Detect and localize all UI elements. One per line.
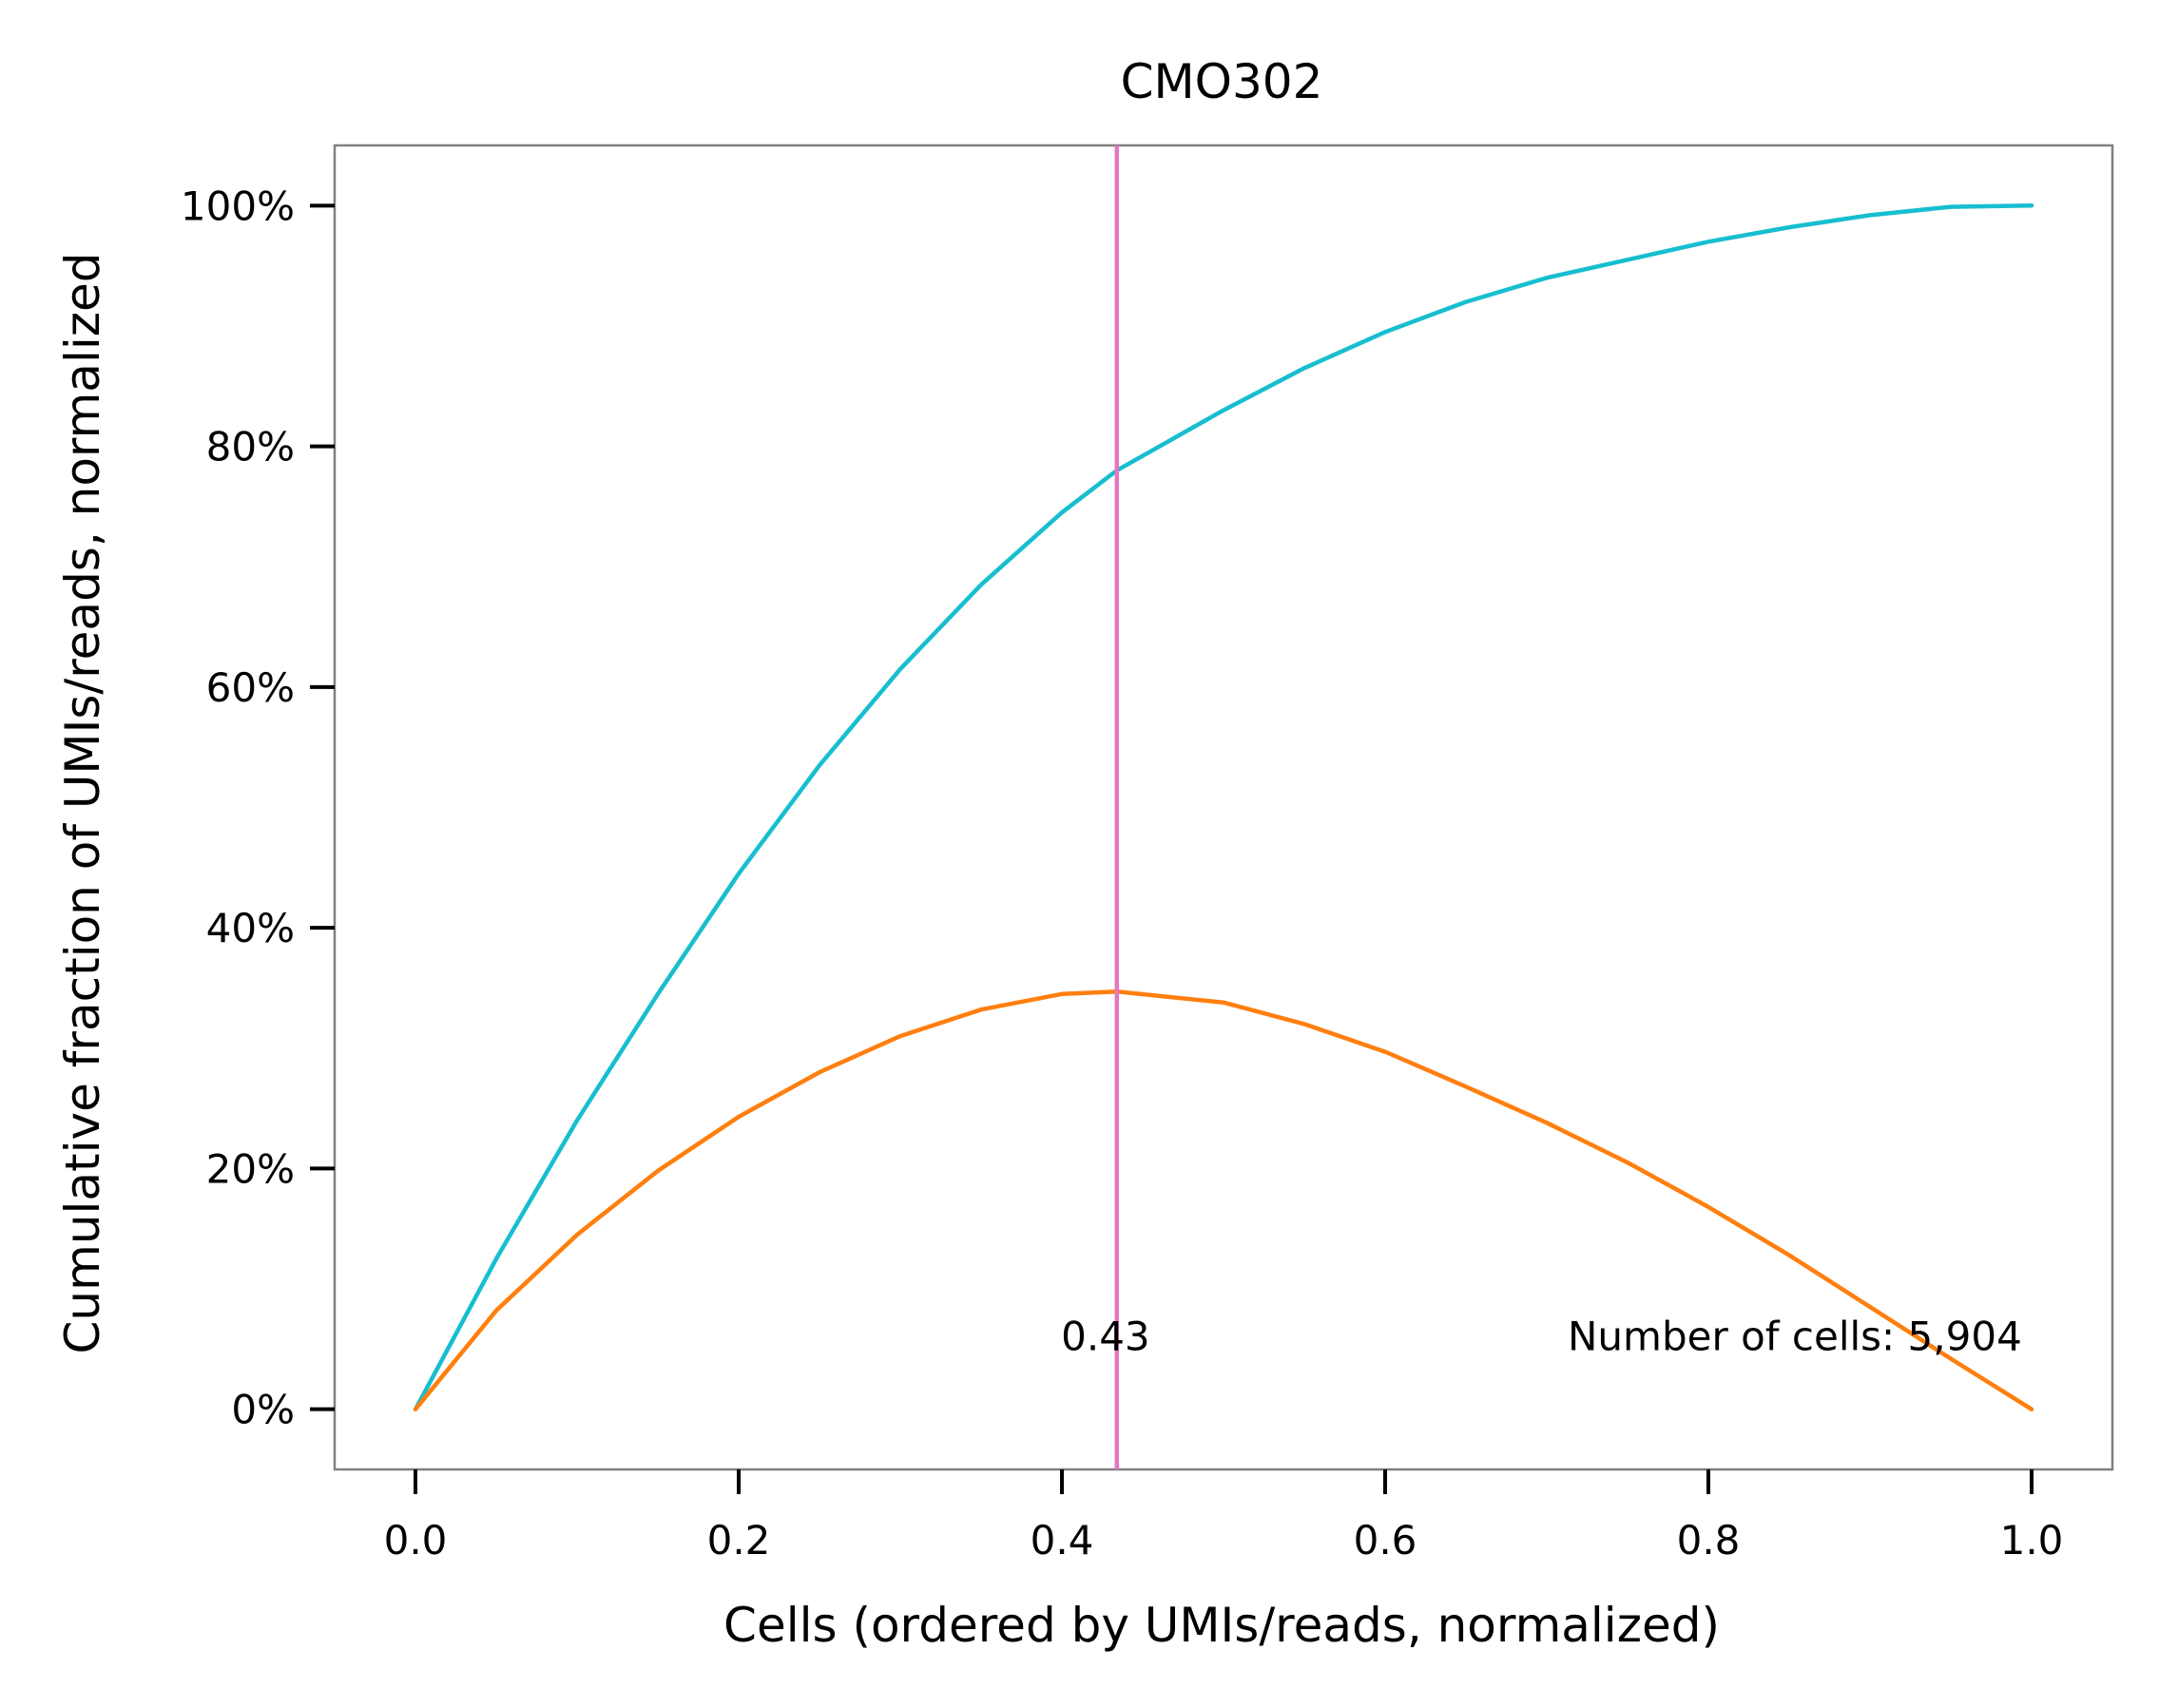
- y-tick-label-5: 100%: [181, 182, 295, 229]
- plot-area: [333, 144, 2114, 1471]
- series-line-1: [413, 989, 2034, 1411]
- y-tick-label-1: 20%: [206, 1145, 295, 1192]
- ticks-layer: 0.0 0.2 0.4 0.6 0.8 1.0 0% 20% 40% 60% 80% 100%: [181, 182, 2063, 1564]
- x-tick-label-2: 0.4: [1031, 1517, 1094, 1564]
- x-tick-label-3: 0.6: [1354, 1517, 1417, 1564]
- y-axis-label: Cumulative fraction of UMIs/reads, norma…: [55, 253, 110, 1354]
- series-line-0: [413, 203, 2034, 1411]
- x-tick-label-4: 0.8: [1677, 1517, 1741, 1564]
- annotation-1: Number of cells: 5,904: [1568, 1314, 2022, 1360]
- annotation-0: 0.43: [1061, 1314, 1150, 1360]
- chart-title: CMO302: [1121, 54, 1323, 109]
- x-tick-label-0: 0.0: [384, 1517, 448, 1564]
- y-tick-label-4: 80%: [206, 424, 295, 470]
- x-tick-label-1: 0.2: [707, 1517, 771, 1564]
- x-tick-label-5: 1.0: [2000, 1517, 2064, 1564]
- y-tick-label-2: 40%: [206, 905, 295, 951]
- y-tick-label-0: 0%: [231, 1387, 295, 1433]
- series-layer: [413, 203, 2034, 1411]
- plot-frame: [333, 144, 2114, 1471]
- y-tick-label-3: 60%: [206, 664, 295, 711]
- annotation-layer: 0.43 Number of cells: 5,904: [1061, 145, 2022, 1469]
- x-axis-label: Cells (ordered by UMIs/reads, normalized…: [723, 1598, 1720, 1653]
